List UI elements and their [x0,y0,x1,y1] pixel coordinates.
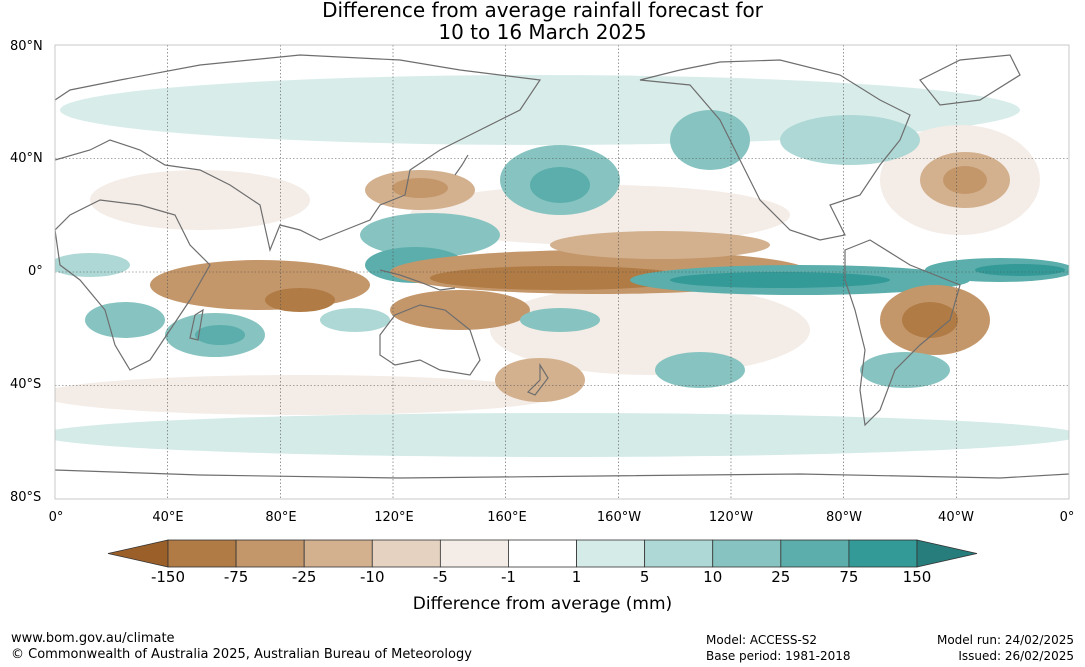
coastline-indonesia [379,269,456,291]
colorbar-swatch [167,539,237,568]
coastline-greenland [919,54,1021,106]
copyright-notice: © Commonwealth of Australia 2025, Austra… [11,647,472,662]
equatorial-atlantic-wet-core [975,264,1065,276]
colorbar-swatches [107,539,978,568]
lon-label-160e: 160°E [487,510,527,525]
coastline-new-zealand [526,362,549,396]
lon-label-40w: 40°W [938,510,974,525]
lon-label-80e: 80°E [265,510,297,525]
colorbar-swatch [780,539,850,568]
colorbar-tick-label: 1 [571,568,582,586]
colorbar-title: Difference from average (mm) [412,594,673,614]
coastline-madagascar [189,308,204,341]
model-name: Model: ACCESS-S2 [706,633,818,647]
coastline-south-america [844,239,961,427]
coastline-australia [379,304,481,376]
colorbar-extend-high [916,539,978,568]
lon-label-0-east: 0° [1059,510,1075,525]
colorbar-swatch [576,539,646,568]
north-pacific-wet-core [530,167,590,203]
coastline-eurasia [55,54,542,253]
graticule [55,45,1069,499]
south-pacific-light-dry [490,285,810,375]
equatorial-central-pacific-dry-core [430,266,690,290]
base-period: Base period: 1981-2018 [706,649,851,663]
anomaly-regions [55,75,1069,457]
colorbar-tick-label: -5 [432,568,448,586]
lon-label-120e: 120°E [374,510,414,525]
colorbar-swatch [712,539,782,568]
lat-label-40n: 40°N [10,151,43,166]
colorbar-swatch [371,539,441,568]
bom-url: www.bom.gov.au/climate [11,631,175,646]
colorbar-tick-label: 150 [902,568,932,586]
colorbar-tick-label: -75 [223,568,249,586]
colorbar-extend-low [107,539,169,568]
map-frame [54,44,1070,500]
indian-ocean-dry-core [265,288,335,312]
lat-label-80n: 80°N [10,39,43,54]
south-east-pacific-wet [655,352,745,388]
madagascar-wet-core [195,325,245,345]
southern-midlat-light-dry [55,375,560,415]
southern-ocean-light-wet [55,413,1069,457]
colorbar-tick-label: -150 [150,568,186,586]
colorbar-tick-label: 25 [771,568,791,586]
lon-label-120w: 120°W [708,510,754,525]
south-pacific-wet [520,308,600,332]
south-atlantic-wet [860,352,950,388]
north-hemisphere-light-wet [60,75,1020,145]
issued-date: Issued: 26/02/2025 [958,649,1074,663]
alaska-wet [670,110,750,170]
lon-label-0-west: 0° [48,510,64,525]
colorbar-tick-label: 10 [703,568,723,586]
eastern-canada-wet [780,115,920,165]
north-africa-light-dry [90,170,310,230]
colorbar-swatch [439,539,509,568]
west-australia-wet [320,308,390,332]
coastline-north-america [639,59,911,241]
model-run-date: Model run: 24/02/2025 [936,633,1074,647]
colorbar-swatch [235,539,305,568]
central-pacific-dry-north [550,231,770,259]
north-atlantic-dry-core [943,166,987,194]
colorbar-tick-label: 5 [639,568,650,586]
lon-label-40e: 40°E [152,510,184,525]
colorbar-tick-label: -25 [291,568,317,586]
colorbar-swatch [848,539,918,568]
colorbar-swatch [303,539,373,568]
colorbar-swatch [644,539,714,568]
coastline-antarctica [55,469,1069,479]
lon-label-160w: 160°W [596,510,642,525]
colorbar-tick-label: -10 [360,568,385,586]
lat-label-40s: 40°S [10,377,42,392]
coastline-africa [55,199,211,371]
philippine-sea-wet [360,213,500,257]
lon-label-80w: 80°W [826,510,862,525]
colorbar-tick-label: 75 [839,568,859,586]
coastlines [55,54,1069,479]
equatorial-east-pacific-wet-core [670,272,890,288]
lat-label-80s: 80°S [10,490,42,505]
central-africa-wet [55,253,130,277]
colorbar-swatch [508,539,577,568]
colorbar-tick-label: -1 [500,568,516,586]
map-title-line-1: Difference from average rainfall forecas… [322,0,763,22]
map-title-line-2: 10 to 16 March 2025 [438,20,647,44]
lat-label-equator: 0° [28,264,43,279]
north-pacific-light-dry [410,185,790,245]
north-australia-dry [390,290,530,330]
brazil-dry-core [902,302,958,338]
